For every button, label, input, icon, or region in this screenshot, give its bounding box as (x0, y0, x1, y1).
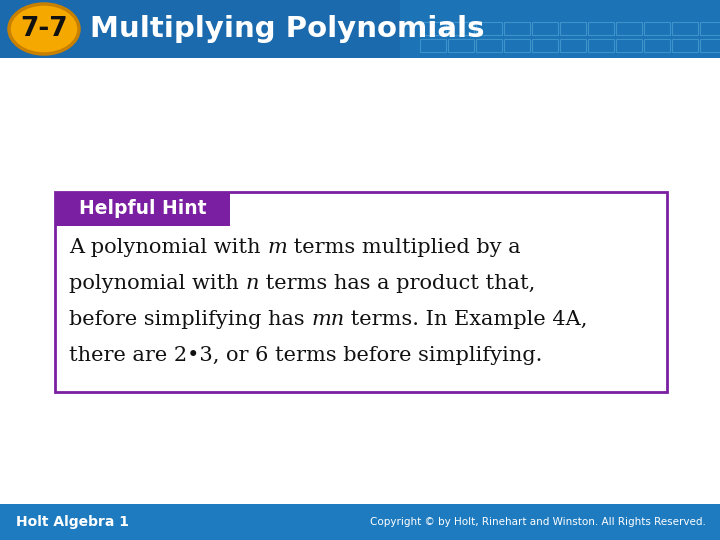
Bar (672, 22, 698, 35)
Text: terms has a product that,: terms has a product that, (259, 274, 535, 293)
Ellipse shape (9, 4, 79, 54)
Text: there are 2•3, or 6 terms before simplifying.: there are 2•3, or 6 terms before simplif… (69, 346, 542, 365)
Text: n: n (246, 274, 259, 293)
Bar (476, 39, 502, 52)
Bar (420, 39, 446, 52)
Text: Copyright © by Holt, Rinehart and Winston. All Rights Reserved.: Copyright © by Holt, Rinehart and Winsto… (370, 517, 706, 527)
Bar (700, 22, 720, 35)
Text: mn: mn (311, 310, 344, 329)
Text: m: m (267, 238, 287, 257)
Bar (588, 22, 614, 35)
Bar (504, 39, 530, 52)
Bar (400, 0, 720, 58)
Bar (644, 39, 670, 52)
Text: A polynomial with: A polynomial with (69, 238, 267, 257)
Bar (448, 39, 474, 52)
Text: Holt Algebra 1: Holt Algebra 1 (16, 515, 129, 529)
Text: terms. In Example 4A,: terms. In Example 4A, (344, 310, 588, 329)
Bar (532, 39, 558, 52)
Bar (476, 22, 502, 35)
Bar (0, 504, 720, 540)
Bar (55, 192, 230, 226)
Bar (560, 39, 586, 52)
Text: Multiplying Polynomials: Multiplying Polynomials (90, 15, 485, 43)
Bar (448, 22, 474, 35)
Bar (560, 22, 586, 35)
Bar (55, 192, 667, 392)
Bar (588, 39, 614, 52)
Text: Helpful Hint: Helpful Hint (78, 199, 206, 219)
Bar (0, 0, 720, 58)
Text: 7-7: 7-7 (20, 16, 68, 42)
Bar (616, 39, 642, 52)
Text: before simplifying has: before simplifying has (69, 310, 311, 329)
Bar (532, 22, 558, 35)
Bar (616, 22, 642, 35)
Text: terms multiplied by a: terms multiplied by a (287, 238, 521, 257)
Bar (700, 39, 720, 52)
Bar (504, 22, 530, 35)
Bar (420, 22, 446, 35)
Bar (672, 39, 698, 52)
Text: polynomial with: polynomial with (69, 274, 246, 293)
Bar (0, 58, 720, 504)
Bar (644, 22, 670, 35)
